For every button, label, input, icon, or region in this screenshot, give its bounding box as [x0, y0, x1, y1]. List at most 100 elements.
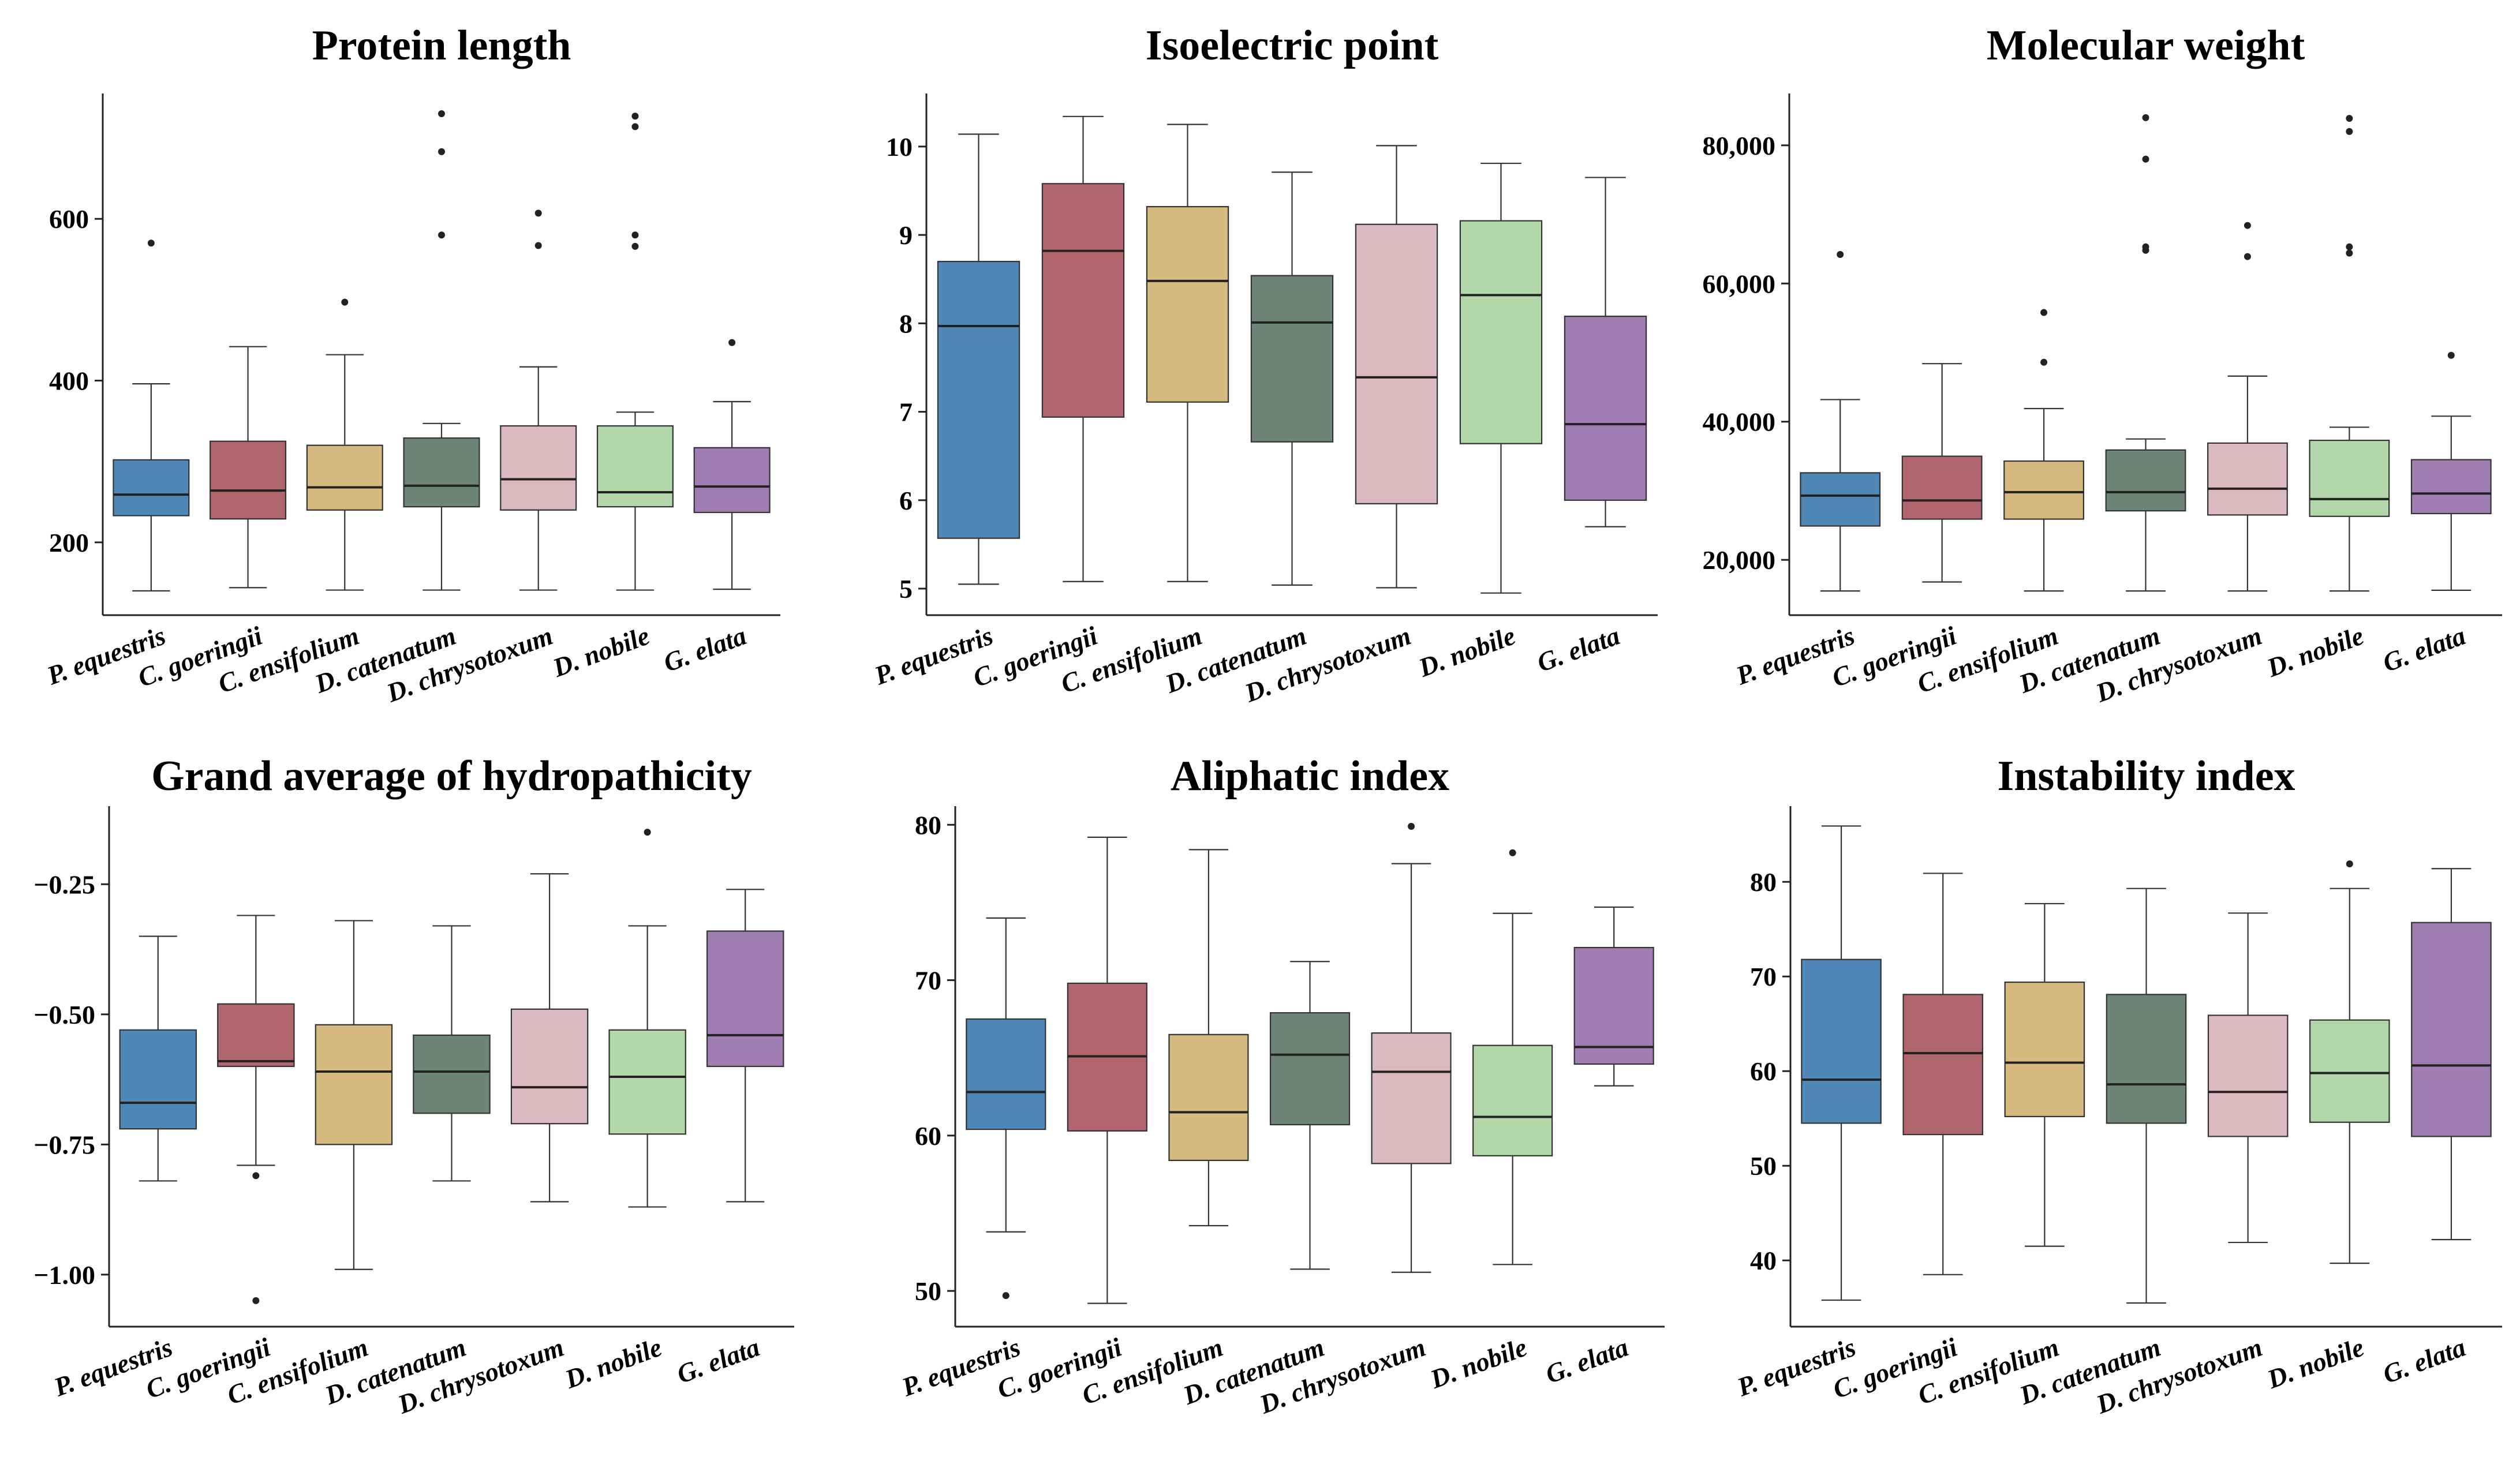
- iqr-box: [510, 1008, 589, 1125]
- y-tick-label: 60: [915, 1121, 941, 1151]
- iqr-box: [693, 447, 771, 514]
- box-d-nobile: [1472, 849, 1553, 1265]
- box-c-ensifolium: [1146, 123, 1229, 582]
- box-d-nobile: [608, 829, 686, 1208]
- x-category-label: D. nobile: [560, 1332, 665, 1394]
- box-c-ensifolium: [306, 298, 383, 591]
- panel-title: Protein length: [312, 22, 571, 69]
- iqr-box: [1459, 220, 1543, 444]
- iqr-box: [1146, 206, 1229, 403]
- y-tick-label: −0.50: [33, 1000, 95, 1029]
- outlier-point: [438, 231, 445, 239]
- y-tick-label: 5: [899, 574, 913, 604]
- box-d-nobile: [2309, 860, 2390, 1264]
- x-category-label: D. nobile: [2263, 620, 2368, 683]
- box-c-ensifolium: [2004, 903, 2085, 1247]
- iqr-box: [2410, 459, 2492, 515]
- outlier-point: [2346, 249, 2353, 257]
- x-category-label: G. elata: [673, 1332, 764, 1389]
- box-c-goeringii: [1902, 873, 1984, 1275]
- iqr-box: [1902, 994, 1984, 1136]
- iqr-box: [1472, 1044, 1553, 1156]
- x-category-label: D. nobile: [548, 620, 653, 683]
- y-tick-label: 50: [915, 1276, 941, 1306]
- box-c-goeringii: [1041, 115, 1125, 582]
- box-d-catenatum: [2106, 888, 2187, 1304]
- x-category-label: G. elata: [2379, 620, 2469, 677]
- y-tick-label: 40,000: [1703, 407, 1776, 437]
- outlier-point: [631, 113, 639, 120]
- iqr-box: [2004, 981, 2085, 1118]
- iqr-box: [1564, 316, 1647, 501]
- y-tick-label: 200: [49, 528, 89, 557]
- box-p-equestris: [966, 917, 1046, 1300]
- y-tick-label: 50: [1750, 1151, 1777, 1181]
- y-tick-label: 80: [1750, 867, 1777, 897]
- iqr-box: [596, 425, 674, 508]
- box-d-chrysotoxum: [510, 873, 589, 1203]
- y-tick-label: −0.75: [33, 1130, 95, 1159]
- x-category-label: G. elata: [1542, 1332, 1632, 1389]
- panel-title: Aliphatic index: [1171, 752, 1449, 800]
- iqr-box: [1250, 275, 1334, 443]
- y-tick-label: 600: [49, 204, 89, 234]
- panel-gravy: Grand average of hydropathicity −1.00 −0.…: [33, 752, 794, 1420]
- box-p-equestris: [113, 239, 190, 592]
- y-tick-label: 20,000: [1703, 545, 1776, 575]
- outlier-point: [534, 242, 542, 249]
- box-c-goeringii: [1901, 363, 1983, 583]
- box-d-chrysotoxum: [2207, 222, 2288, 592]
- outlier-point: [2040, 358, 2048, 366]
- x-category-label: D. nobile: [1426, 1332, 1531, 1394]
- box-d-nobile: [2309, 115, 2390, 592]
- outlier-point: [2142, 155, 2149, 163]
- box-g-elata: [1573, 906, 1654, 1087]
- box-g-elata: [2411, 868, 2492, 1241]
- iqr-box: [210, 440, 287, 520]
- outlier-point: [2244, 253, 2251, 260]
- outlier-point: [644, 829, 651, 836]
- iqr-box: [2207, 442, 2288, 516]
- outlier-point: [2346, 860, 2353, 868]
- iqr-box: [315, 1024, 393, 1145]
- box-c-ensifolium: [315, 920, 393, 1270]
- outlier-point: [2142, 114, 2149, 121]
- panel-title: Instability index: [1997, 752, 2295, 800]
- outlier-point: [2346, 243, 2353, 250]
- outlier-point: [438, 148, 445, 155]
- box-g-elata: [1564, 177, 1647, 527]
- outlier-point: [252, 1172, 260, 1180]
- y-tick-label: 60,000: [1703, 269, 1776, 298]
- box-d-nobile: [596, 113, 674, 591]
- iqr-box: [2207, 1014, 2289, 1137]
- iqr-box: [1269, 1012, 1351, 1126]
- iqr-box: [1800, 472, 1881, 527]
- y-tick-label: 40: [1750, 1246, 1777, 1275]
- iqr-box: [306, 444, 383, 511]
- iqr-box: [2003, 460, 2084, 520]
- outlier-point: [438, 110, 445, 118]
- outlier-point: [2346, 128, 2353, 135]
- outlier-point: [1509, 849, 1516, 856]
- panel-title: Molecular weight: [1987, 22, 2305, 69]
- outlier-point: [252, 1297, 260, 1304]
- box-d-catenatum: [403, 110, 480, 591]
- y-tick-label: 80: [915, 810, 941, 840]
- box-c-goeringii: [1067, 836, 1147, 1304]
- box-d-catenatum: [413, 925, 491, 1182]
- outlier-point: [2346, 115, 2353, 122]
- box-p-equestris: [1801, 825, 1882, 1301]
- iqr-box: [608, 1029, 686, 1135]
- outlier-point: [631, 123, 639, 130]
- x-category-label: D. nobile: [2263, 1332, 2368, 1394]
- y-tick-label: 70: [1750, 962, 1777, 991]
- iqr-box: [1371, 1032, 1452, 1165]
- iqr-box: [966, 1018, 1046, 1130]
- iqr-box: [2309, 1019, 2390, 1123]
- outlier-point: [1002, 1292, 1010, 1300]
- outlier-point: [2040, 309, 2048, 316]
